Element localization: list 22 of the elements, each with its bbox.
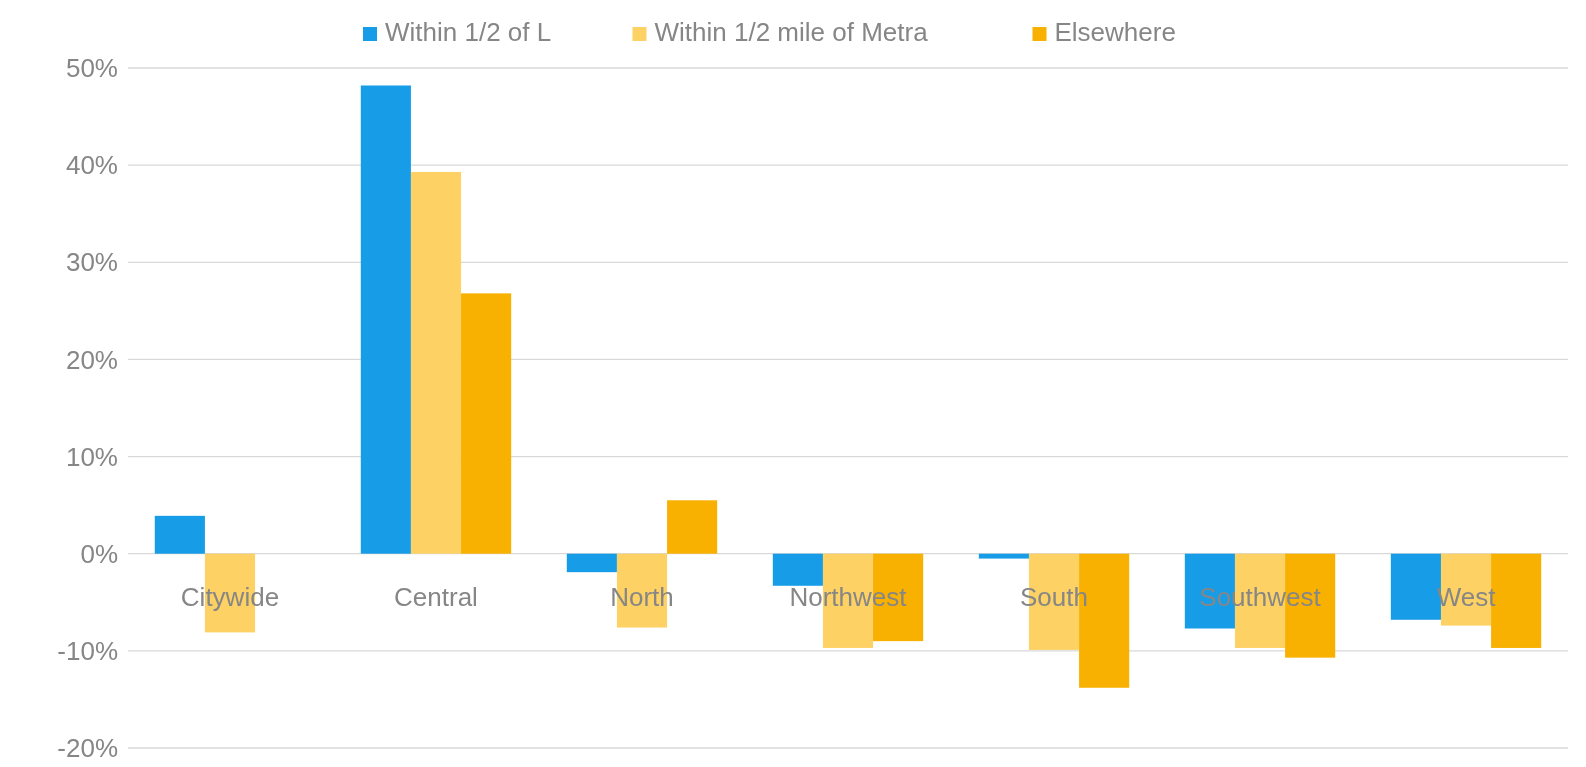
bar: [461, 293, 512, 554]
bar: [410, 171, 462, 554]
y-tick-label: 40%: [65, 150, 118, 181]
x-tick-label: Central: [394, 581, 478, 612]
bar: [360, 85, 411, 554]
legend-label: Within 1/2 of L: [385, 17, 552, 47]
y-tick-label: -10%: [57, 635, 118, 666]
y-tick-label: 50%: [65, 53, 118, 84]
bar: [667, 500, 718, 554]
bar: [772, 553, 823, 586]
legend-label: Elsewhere: [1054, 17, 1176, 47]
x-tick-label: Southwest: [1199, 581, 1322, 612]
y-tick-label: 0%: [80, 538, 118, 569]
x-tick-label: Northwest: [789, 581, 908, 612]
y-tick-label: 30%: [65, 247, 118, 278]
y-tick-label: -20%: [57, 733, 118, 764]
y-tick-label: 10%: [65, 441, 118, 472]
legend-label: Within 1/2 mile of Metra: [654, 17, 929, 47]
y-tick-label: 20%: [65, 344, 118, 375]
bar: [566, 553, 617, 573]
bar: [978, 553, 1029, 559]
bar: [154, 515, 205, 554]
